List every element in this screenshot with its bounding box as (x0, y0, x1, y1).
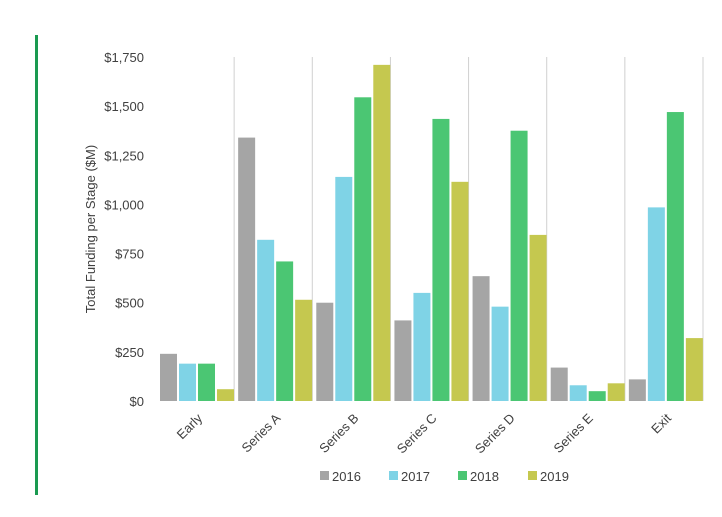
bar-2019-series-e (607, 383, 625, 401)
bar-2016-series-d (472, 276, 490, 401)
y-tick-label: $0 (130, 394, 144, 409)
bar-2018-series-b (354, 97, 372, 401)
y-tick-label: $500 (115, 296, 144, 311)
legend-label: 2016 (332, 469, 361, 484)
legend-label: 2017 (401, 469, 430, 484)
bar-2016-series-b (316, 302, 334, 401)
bar-2019-series-c (451, 181, 469, 401)
legend-label: 2018 (470, 469, 499, 484)
bar-2017-series-a (257, 239, 275, 401)
x-tick-label: Series E (551, 410, 597, 456)
bar-2016-exit (628, 379, 646, 401)
bar-2016-series-e (550, 367, 568, 401)
x-tick-label: Series D (472, 411, 518, 457)
y-axis-label: Total Funding per Stage ($M) (83, 145, 98, 313)
y-tick-label: $1,750 (104, 50, 144, 65)
x-tick-label: Series A (238, 410, 283, 455)
x-tick-label: Series B (316, 411, 361, 456)
legend-swatch (389, 471, 398, 480)
y-tick-label: $750 (115, 247, 144, 262)
bar-2019-series-b (373, 64, 391, 401)
bar-2017-series-b (335, 176, 353, 401)
legend-swatch (458, 471, 467, 480)
bar-2016-series-c (394, 320, 412, 401)
bar-2019-exit (685, 338, 703, 401)
y-tick-label: $1,250 (104, 148, 144, 163)
bar-2018-exit (666, 112, 684, 401)
bar-2019-series-a (295, 299, 313, 401)
x-tick-label: Series C (394, 411, 440, 457)
legend-swatch (528, 471, 537, 480)
bar-2018-series-d (510, 130, 528, 401)
accent-bar (35, 35, 38, 495)
x-tick-label: Early (174, 410, 206, 442)
bar-2019-series-d (529, 234, 547, 401)
bar-2018-series-a (276, 261, 294, 401)
x-tick-label: Exit (648, 410, 674, 436)
bar-2018-early (198, 363, 215, 401)
bar-2017-series-d (491, 306, 509, 401)
bar-2018-series-c (432, 118, 450, 402)
bar-2016-early (160, 353, 177, 401)
legend-label: 2019 (540, 469, 569, 484)
y-tick-label: $1,500 (104, 99, 144, 114)
bar-2017-exit (647, 207, 665, 401)
bar-2017-series-e (569, 385, 587, 401)
y-tick-label: $1,000 (104, 197, 144, 212)
bar-2018-series-e (588, 391, 606, 401)
bar-2016-series-a (238, 137, 256, 401)
y-tick-label: $250 (115, 345, 144, 360)
bar-2017-early (179, 363, 196, 401)
bar-2017-series-c (413, 292, 431, 401)
legend-swatch (320, 471, 329, 480)
bar-2019-early (217, 389, 234, 401)
